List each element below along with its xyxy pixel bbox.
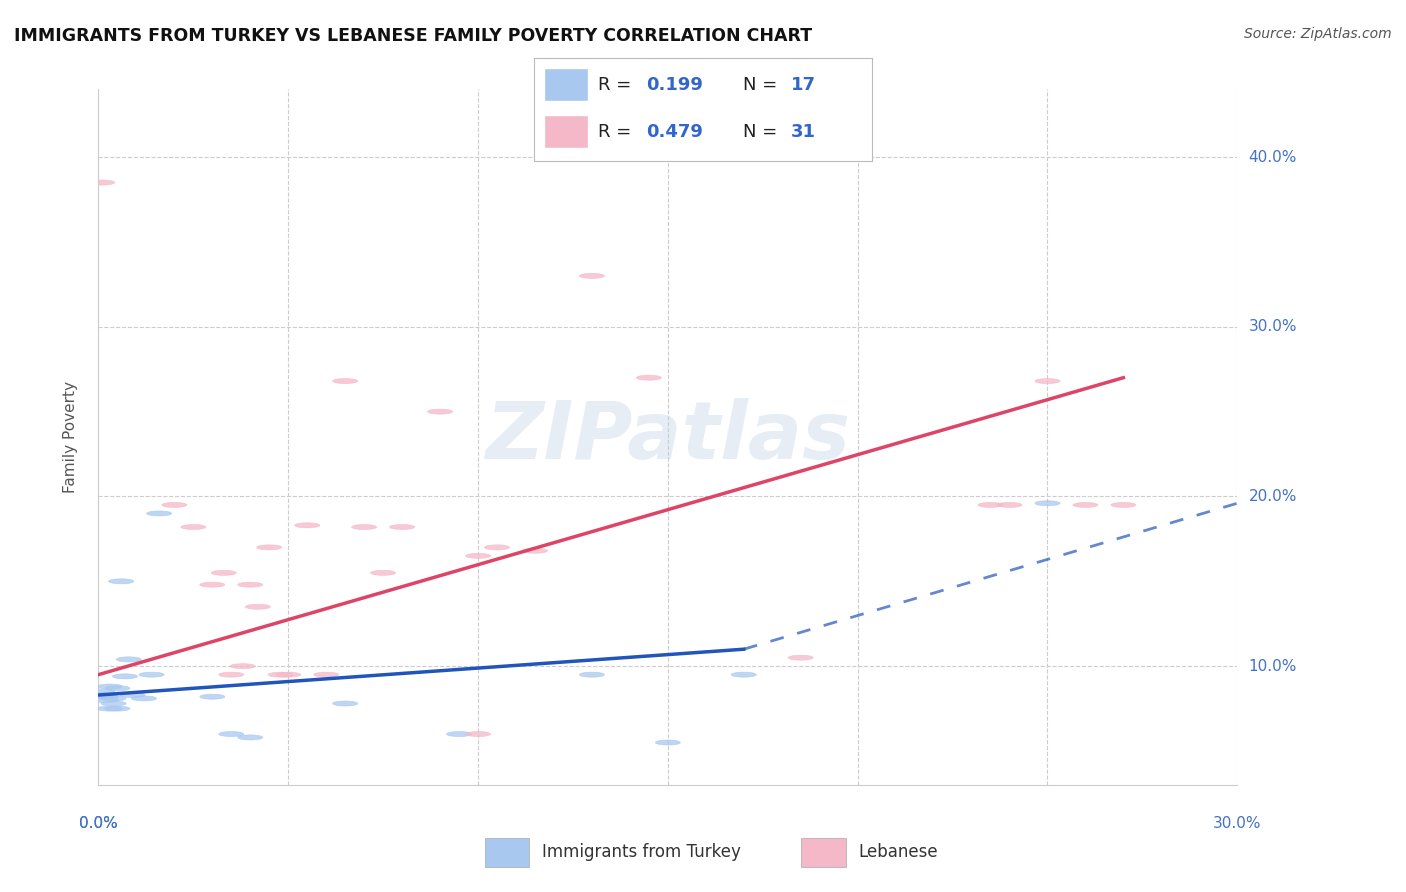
Ellipse shape bbox=[579, 673, 605, 677]
Ellipse shape bbox=[231, 664, 256, 669]
Ellipse shape bbox=[105, 686, 129, 690]
Text: 40.0%: 40.0% bbox=[1249, 150, 1296, 165]
Ellipse shape bbox=[333, 701, 357, 706]
Ellipse shape bbox=[162, 502, 187, 508]
Ellipse shape bbox=[105, 706, 129, 711]
Ellipse shape bbox=[219, 673, 243, 677]
Text: Source: ZipAtlas.com: Source: ZipAtlas.com bbox=[1244, 27, 1392, 41]
Ellipse shape bbox=[211, 570, 236, 575]
Ellipse shape bbox=[97, 706, 122, 711]
Ellipse shape bbox=[90, 690, 115, 694]
Ellipse shape bbox=[120, 692, 145, 698]
Text: 0.0%: 0.0% bbox=[79, 815, 118, 830]
Ellipse shape bbox=[101, 696, 127, 701]
Text: 31: 31 bbox=[790, 123, 815, 141]
Text: 30.0%: 30.0% bbox=[1213, 815, 1261, 830]
Ellipse shape bbox=[427, 409, 453, 414]
FancyBboxPatch shape bbox=[485, 838, 530, 867]
Text: 30.0%: 30.0% bbox=[1249, 319, 1296, 334]
Ellipse shape bbox=[112, 673, 138, 679]
Ellipse shape bbox=[146, 511, 172, 516]
Ellipse shape bbox=[93, 694, 118, 699]
Ellipse shape bbox=[276, 673, 301, 677]
Ellipse shape bbox=[238, 735, 263, 740]
Text: N =: N = bbox=[744, 123, 783, 141]
Ellipse shape bbox=[389, 524, 415, 530]
Text: 20.0%: 20.0% bbox=[1249, 489, 1296, 504]
Text: 10.0%: 10.0% bbox=[1249, 658, 1296, 673]
Ellipse shape bbox=[131, 696, 156, 701]
Ellipse shape bbox=[1035, 378, 1060, 384]
Ellipse shape bbox=[93, 698, 118, 703]
Ellipse shape bbox=[1035, 500, 1060, 506]
Ellipse shape bbox=[117, 657, 142, 662]
Ellipse shape bbox=[465, 731, 491, 737]
Ellipse shape bbox=[579, 273, 605, 278]
Ellipse shape bbox=[257, 545, 281, 549]
Ellipse shape bbox=[997, 502, 1022, 508]
Text: IMMIGRANTS FROM TURKEY VS LEBANESE FAMILY POVERTY CORRELATION CHART: IMMIGRANTS FROM TURKEY VS LEBANESE FAMIL… bbox=[14, 27, 813, 45]
Y-axis label: Family Poverty: Family Poverty bbox=[63, 381, 77, 493]
Text: 0.0%: 0.0% bbox=[79, 815, 118, 830]
Ellipse shape bbox=[181, 524, 205, 530]
Ellipse shape bbox=[979, 502, 1002, 508]
Ellipse shape bbox=[314, 673, 339, 677]
Ellipse shape bbox=[1111, 502, 1136, 508]
Ellipse shape bbox=[523, 549, 547, 553]
FancyBboxPatch shape bbox=[801, 838, 846, 867]
Text: R =: R = bbox=[599, 123, 637, 141]
FancyBboxPatch shape bbox=[544, 115, 588, 148]
Ellipse shape bbox=[731, 673, 756, 677]
Ellipse shape bbox=[139, 673, 165, 677]
Ellipse shape bbox=[333, 378, 357, 384]
Text: Immigrants from Turkey: Immigrants from Turkey bbox=[543, 843, 741, 861]
Text: 0.479: 0.479 bbox=[645, 123, 703, 141]
Ellipse shape bbox=[245, 604, 270, 609]
Text: Lebanese: Lebanese bbox=[858, 843, 938, 861]
Ellipse shape bbox=[200, 582, 225, 587]
Ellipse shape bbox=[1073, 502, 1098, 508]
Ellipse shape bbox=[352, 524, 377, 530]
Ellipse shape bbox=[371, 570, 395, 575]
Ellipse shape bbox=[655, 740, 681, 745]
Ellipse shape bbox=[108, 579, 134, 584]
Ellipse shape bbox=[90, 180, 115, 185]
Ellipse shape bbox=[789, 656, 813, 660]
Text: ZIPatlas: ZIPatlas bbox=[485, 398, 851, 476]
Text: 17: 17 bbox=[790, 76, 815, 94]
Ellipse shape bbox=[219, 731, 243, 737]
Ellipse shape bbox=[101, 701, 127, 706]
Text: 0.199: 0.199 bbox=[645, 76, 703, 94]
Ellipse shape bbox=[295, 523, 319, 528]
FancyBboxPatch shape bbox=[544, 69, 588, 101]
Ellipse shape bbox=[200, 694, 225, 699]
Ellipse shape bbox=[90, 692, 115, 698]
Ellipse shape bbox=[637, 376, 661, 380]
Ellipse shape bbox=[269, 673, 294, 677]
Ellipse shape bbox=[465, 553, 491, 558]
Text: R =: R = bbox=[599, 76, 637, 94]
Ellipse shape bbox=[97, 684, 122, 689]
Ellipse shape bbox=[485, 545, 509, 549]
Ellipse shape bbox=[238, 582, 263, 587]
Text: N =: N = bbox=[744, 76, 783, 94]
Ellipse shape bbox=[447, 731, 471, 737]
